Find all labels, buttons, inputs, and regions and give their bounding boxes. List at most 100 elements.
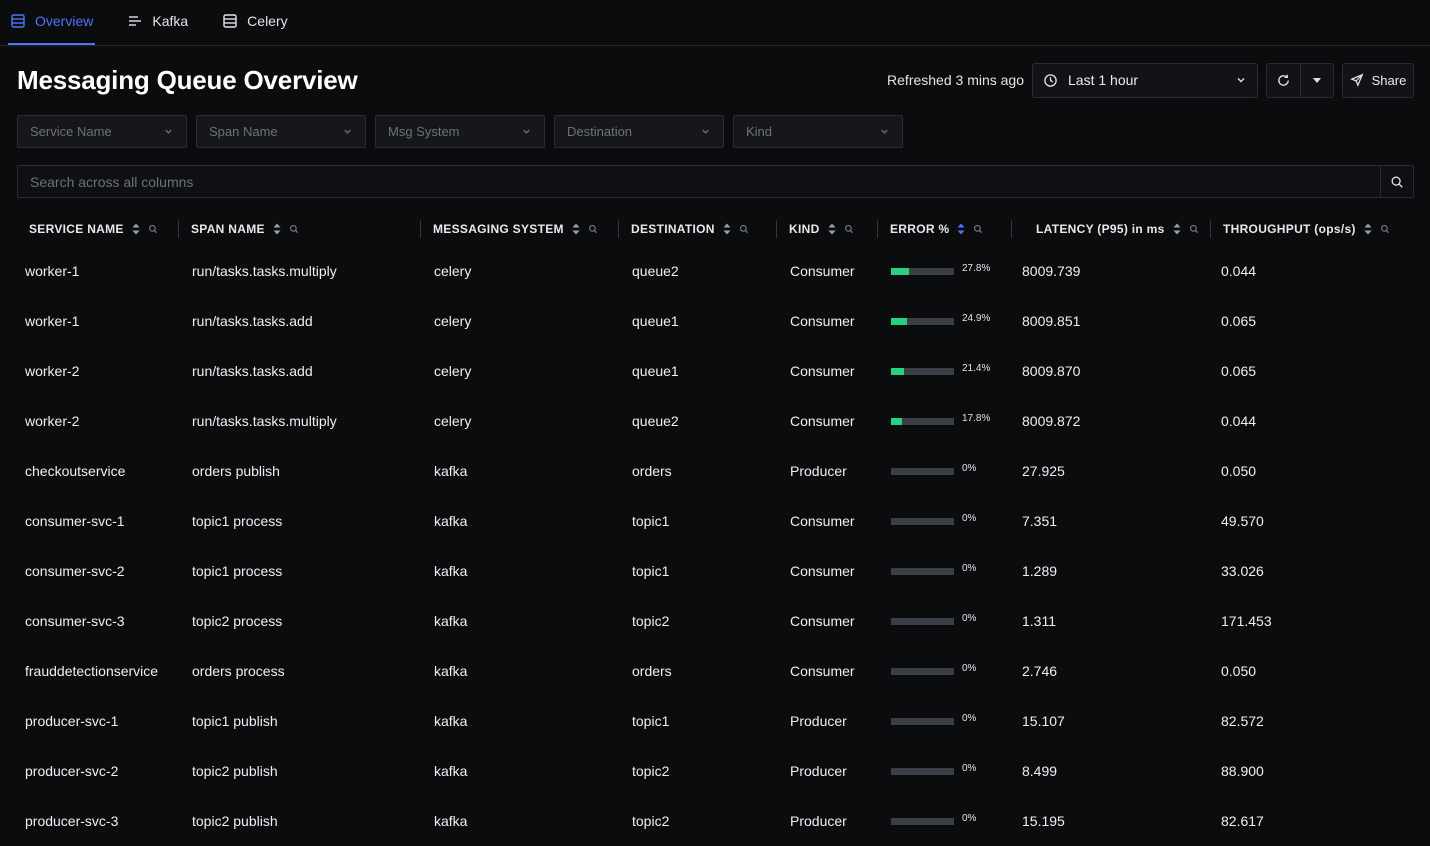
column-header[interactable]: ERROR % (878, 212, 1012, 246)
table-row[interactable]: worker-1 run/tasks.tasks.add celery queu… (17, 296, 1414, 346)
table-row[interactable]: worker-1 run/tasks.tasks.multiply celery… (17, 246, 1414, 296)
column-search-icon[interactable] (844, 224, 854, 234)
column-search-icon[interactable] (148, 224, 158, 234)
column-header[interactable]: KIND (777, 212, 878, 246)
cell-service: consumer-svc-3 (25, 613, 125, 629)
cell-kind: Producer (790, 813, 847, 829)
refreshed-text: Refreshed 3 mins ago (887, 72, 1024, 88)
table-row[interactable]: worker-2 run/tasks.tasks.add celery queu… (17, 346, 1414, 396)
table-row[interactable]: producer-svc-1 topic1 publish kafka topi… (17, 696, 1414, 746)
cell-system: kafka (434, 613, 468, 629)
cell-destination: topic1 (632, 713, 670, 729)
time-range-select[interactable]: Last 1 hour (1032, 62, 1258, 98)
tab-celery[interactable]: Celery (220, 0, 289, 45)
column-header[interactable]: DESTINATION (619, 212, 777, 246)
sort-icon[interactable] (132, 223, 140, 235)
cell-latency: 1.289 (1022, 563, 1058, 579)
tab-kafka[interactable]: Kafka (125, 0, 190, 45)
error-bar (891, 267, 954, 275)
column-search-icon[interactable] (289, 224, 299, 234)
table-row[interactable]: consumer-svc-2 topic1 process kafka topi… (17, 546, 1414, 596)
filter-msg-system[interactable]: Msg System (375, 115, 545, 148)
cell-error: 0% (878, 546, 1012, 596)
sort-icon[interactable] (1364, 223, 1372, 235)
sort-icon[interactable] (828, 223, 836, 235)
error-bar (891, 367, 954, 375)
cell-destination: queue2 (632, 263, 679, 279)
cell-throughput: 171.453 (1221, 613, 1272, 629)
share-button[interactable]: Share (1342, 62, 1414, 98)
table-row[interactable]: producer-svc-2 topic2 publish kafka topi… (17, 746, 1414, 796)
cell-span: orders publish (192, 463, 280, 479)
chevron-down-icon (1237, 78, 1245, 83)
table-row[interactable]: frauddetectionservice orders process kaf… (17, 646, 1414, 696)
cell-span: topic2 process (192, 613, 283, 629)
cell-error: 21.4% (878, 346, 1012, 396)
cell-destination: topic1 (632, 563, 670, 579)
cell-throughput: 0.065 (1221, 313, 1257, 329)
cell-kind: Producer (790, 463, 847, 479)
cell-system: kafka (434, 713, 468, 729)
sort-icon[interactable] (1173, 223, 1181, 235)
column-header[interactable]: SPAN NAME (179, 212, 421, 246)
time-range-value: Last 1 hour (1068, 72, 1139, 88)
cell-error: 17.8% (878, 396, 1012, 446)
sort-icon[interactable] (723, 223, 731, 235)
cell-system: kafka (434, 563, 468, 579)
cell-system: celery (434, 263, 472, 279)
table-row[interactable]: checkoutservice orders publish kafka ord… (17, 446, 1414, 496)
table-row[interactable]: producer-svc-3 topic2 publish kafka topi… (17, 796, 1414, 846)
cell-service: consumer-svc-1 (25, 513, 125, 529)
error-percent: 0% (962, 612, 977, 624)
column-header-label: ERROR % (890, 222, 950, 236)
table-row[interactable]: consumer-svc-1 topic1 process kafka topi… (17, 496, 1414, 546)
cell-service: producer-svc-3 (25, 813, 119, 829)
column-header[interactable]: MESSAGING SYSTEM (421, 212, 619, 246)
sort-icon[interactable] (273, 223, 281, 235)
cell-system: kafka (434, 513, 468, 529)
cell-destination: orders (632, 463, 672, 479)
cell-throughput: 82.617 (1221, 813, 1264, 829)
cell-error: 24.9% (878, 296, 1012, 346)
sort-icon[interactable] (572, 223, 580, 235)
filter-service-name[interactable]: Service Name (17, 115, 187, 148)
filter-kind[interactable]: Kind (733, 115, 903, 148)
chevron-down-icon (165, 129, 172, 134)
column-search-icon[interactable] (973, 224, 983, 234)
refresh-button[interactable] (1267, 64, 1300, 97)
column-header[interactable]: THROUGHPUT (ops/s) (1211, 212, 1414, 246)
error-bar (891, 767, 954, 775)
table-row[interactable]: consumer-svc-3 topic2 process kafka topi… (17, 596, 1414, 646)
error-bar (891, 417, 954, 425)
error-percent: 27.8% (962, 262, 991, 274)
cell-throughput: 0.050 (1221, 463, 1257, 479)
column-header-label: LATENCY (P95) in ms (1036, 222, 1165, 236)
cell-latency: 8009.872 (1022, 413, 1081, 429)
cell-destination: queue1 (632, 313, 679, 329)
error-bar (891, 617, 954, 625)
tab-overview[interactable]: Overview (8, 0, 96, 45)
filter-destination[interactable]: Destination (554, 115, 724, 148)
table-row[interactable]: worker-2 run/tasks.tasks.multiply celery… (17, 396, 1414, 446)
error-percent: 0% (962, 812, 977, 824)
column-divider (618, 220, 619, 238)
filter-span-name[interactable]: Span Name (196, 115, 366, 148)
page-header: Messaging Queue Overview Refreshed 3 min… (17, 62, 1414, 98)
share-label: Share (1371, 72, 1407, 88)
refresh-options-button[interactable] (1300, 63, 1333, 97)
cell-span: topic2 publish (192, 763, 278, 779)
column-header[interactable]: SERVICE NAME (17, 212, 179, 246)
error-bar (891, 467, 954, 475)
column-header[interactable]: LATENCY (P95) in ms (1012, 212, 1211, 246)
error-bar-fill (891, 267, 909, 275)
column-header-label: DESTINATION (631, 222, 715, 236)
filter-label: Msg System (388, 124, 460, 139)
sort-icon[interactable] (957, 223, 965, 235)
error-bar-fill (891, 367, 905, 375)
column-search-icon[interactable] (739, 224, 749, 234)
column-search-icon[interactable] (588, 224, 598, 234)
column-search-icon[interactable] (1189, 224, 1199, 234)
search-input[interactable] (18, 166, 1380, 197)
column-search-icon[interactable] (1380, 224, 1390, 234)
search-button[interactable] (1380, 166, 1413, 197)
